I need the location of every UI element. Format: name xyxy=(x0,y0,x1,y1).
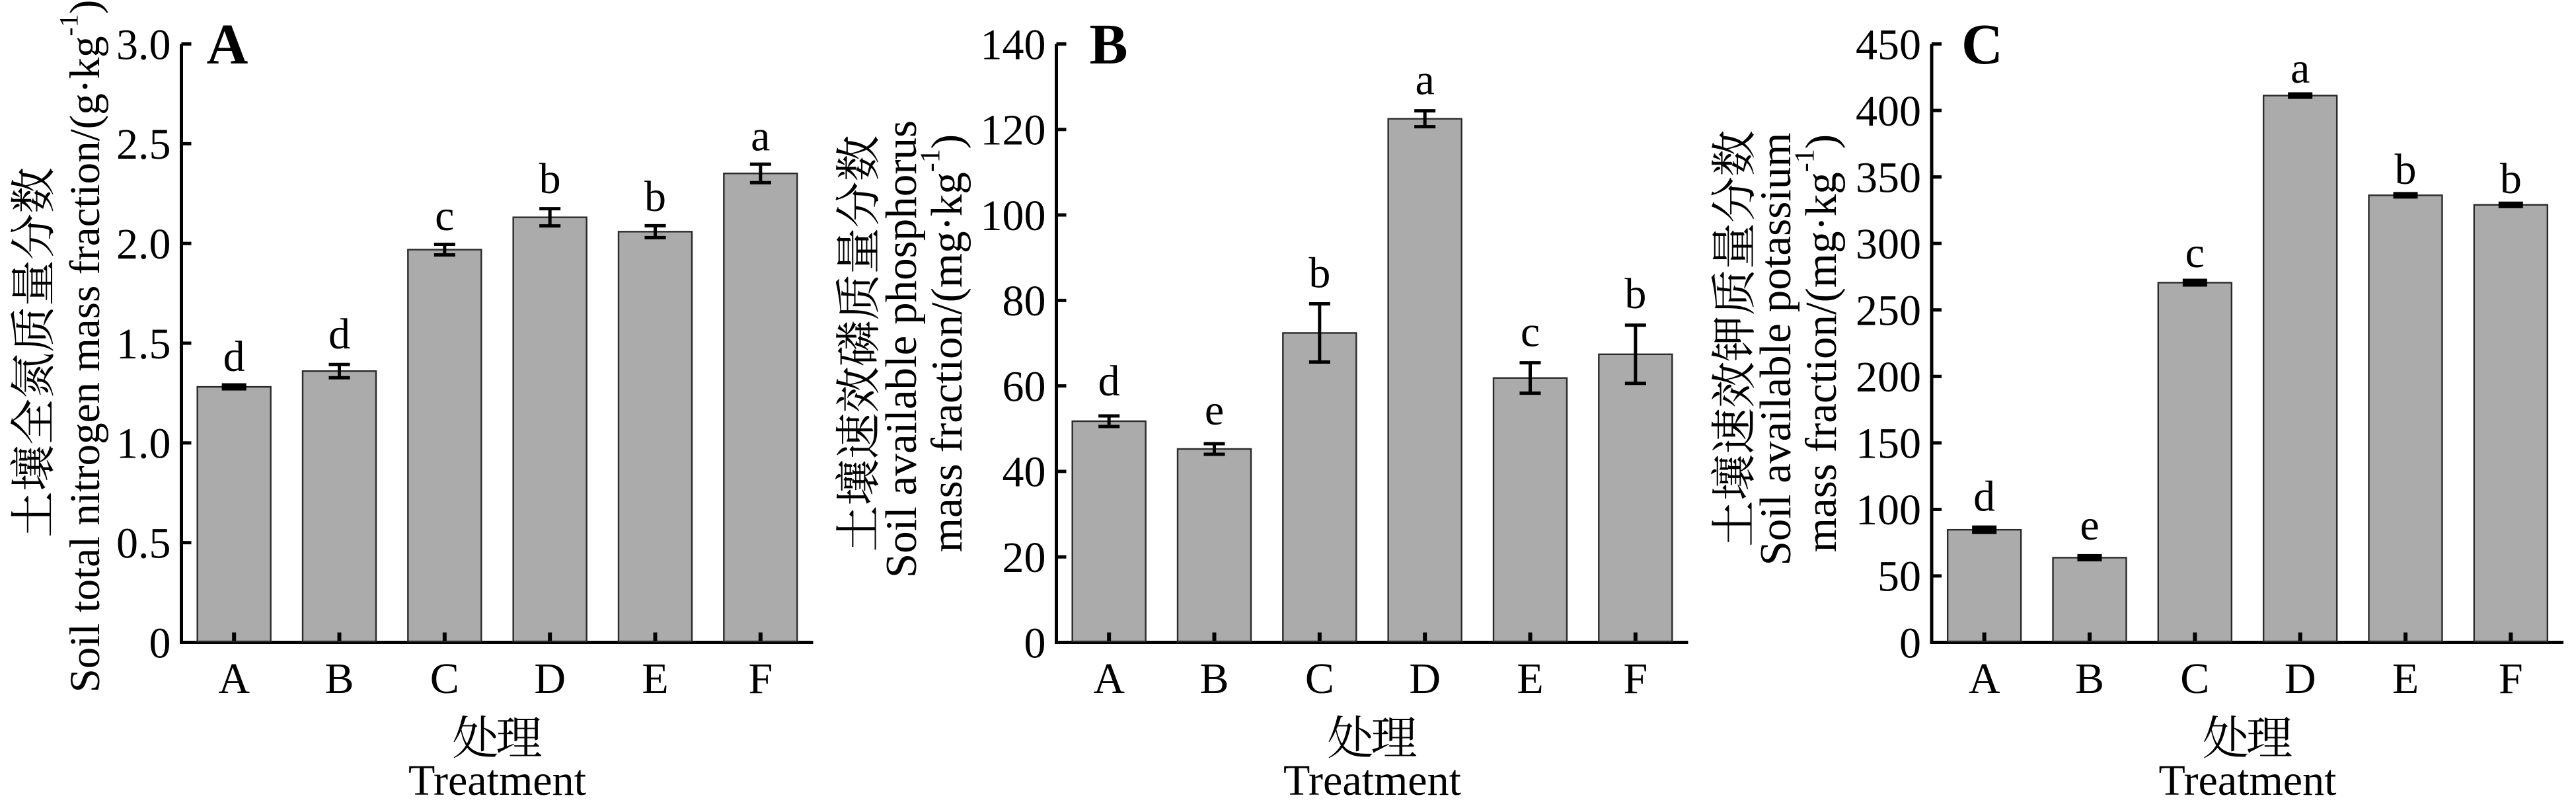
svg-text:B: B xyxy=(1199,655,1229,703)
svg-text:A: A xyxy=(1969,655,2000,703)
svg-text:A: A xyxy=(218,655,250,703)
svg-text:E: E xyxy=(642,655,668,703)
svg-text:b: b xyxy=(2394,145,2416,194)
svg-text:250: 250 xyxy=(1856,286,1921,335)
svg-text:b: b xyxy=(1308,249,1330,297)
svg-text:a: a xyxy=(2291,44,2310,93)
svg-text:c: c xyxy=(1521,308,1540,356)
svg-text:C: C xyxy=(1305,655,1334,703)
svg-text:F: F xyxy=(748,655,773,703)
svg-text:c: c xyxy=(2185,229,2205,277)
svg-text:Treatment: Treatment xyxy=(408,756,586,805)
svg-text:80: 80 xyxy=(1003,277,1046,325)
svg-text:Treatment: Treatment xyxy=(1283,756,1461,805)
svg-text:0: 0 xyxy=(1024,619,1046,667)
svg-text:b: b xyxy=(2500,155,2522,203)
svg-text:D: D xyxy=(2285,655,2316,703)
svg-text:300: 300 xyxy=(1856,220,1921,268)
svg-text:100: 100 xyxy=(1856,486,1921,534)
svg-text:200: 200 xyxy=(1856,353,1921,401)
svg-text:C: C xyxy=(1961,12,2003,76)
svg-text:150: 150 xyxy=(1856,420,1921,468)
svg-text:0.5: 0.5 xyxy=(116,519,171,567)
svg-text:20: 20 xyxy=(1003,534,1046,582)
svg-text:a: a xyxy=(1416,56,1435,104)
svg-text:100: 100 xyxy=(981,192,1046,240)
svg-text:Treatment: Treatment xyxy=(2159,756,2337,805)
svg-text:60: 60 xyxy=(1003,362,1046,411)
svg-text:d: d xyxy=(1973,473,1995,521)
svg-text:F: F xyxy=(1623,655,1648,703)
svg-text:d: d xyxy=(223,333,245,381)
svg-text:A: A xyxy=(207,12,248,76)
svg-text:e: e xyxy=(2080,501,2099,549)
svg-text:140: 140 xyxy=(981,20,1046,69)
svg-text:Soil available phosphorus: Soil available phosphorus xyxy=(877,120,926,578)
svg-text:1.5: 1.5 xyxy=(116,320,171,368)
svg-text:b: b xyxy=(539,155,561,203)
svg-text:mass fraction/(mg·kg-1): mass fraction/(mg·kg-1) xyxy=(915,134,971,552)
svg-text:120: 120 xyxy=(981,106,1046,155)
svg-text:D: D xyxy=(534,655,566,703)
svg-text:2.5: 2.5 xyxy=(116,120,171,169)
svg-text:0: 0 xyxy=(1899,619,1921,667)
svg-text:3.0: 3.0 xyxy=(116,20,171,69)
svg-text:a: a xyxy=(751,112,770,160)
svg-text:d: d xyxy=(328,310,350,358)
svg-text:B: B xyxy=(324,655,354,703)
svg-text:0: 0 xyxy=(149,619,171,667)
svg-text:450: 450 xyxy=(1856,20,1921,69)
svg-text:Soil total nitrogen mass fract: Soil total nitrogen mass fraction/(g·kg-… xyxy=(54,0,109,692)
svg-text:c: c xyxy=(435,192,454,240)
svg-text:Soil available potassium: Soil available potassium xyxy=(1751,132,1800,565)
svg-text:350: 350 xyxy=(1856,153,1921,202)
svg-text:C: C xyxy=(2180,655,2209,703)
svg-text:D: D xyxy=(1409,655,1441,703)
svg-text:B: B xyxy=(2075,655,2104,703)
svg-text:1.0: 1.0 xyxy=(116,420,171,468)
svg-text:B: B xyxy=(1090,12,1128,76)
svg-text:A: A xyxy=(1093,655,1125,703)
svg-text:400: 400 xyxy=(1856,87,1921,136)
svg-text:b: b xyxy=(644,173,666,221)
svg-text:F: F xyxy=(2499,655,2523,703)
svg-text:mass fraction/(mg·kg-1): mass fraction/(mg·kg-1) xyxy=(1790,134,1846,552)
svg-text:40: 40 xyxy=(1003,448,1046,497)
svg-text:E: E xyxy=(2392,655,2419,703)
svg-text:50: 50 xyxy=(1877,553,1921,601)
svg-text:C: C xyxy=(430,655,459,703)
svg-text:b: b xyxy=(1624,270,1646,318)
svg-text:E: E xyxy=(1517,655,1543,703)
svg-text:d: d xyxy=(1098,357,1120,405)
svg-text:2.0: 2.0 xyxy=(116,220,171,268)
svg-text:e: e xyxy=(1205,386,1224,434)
